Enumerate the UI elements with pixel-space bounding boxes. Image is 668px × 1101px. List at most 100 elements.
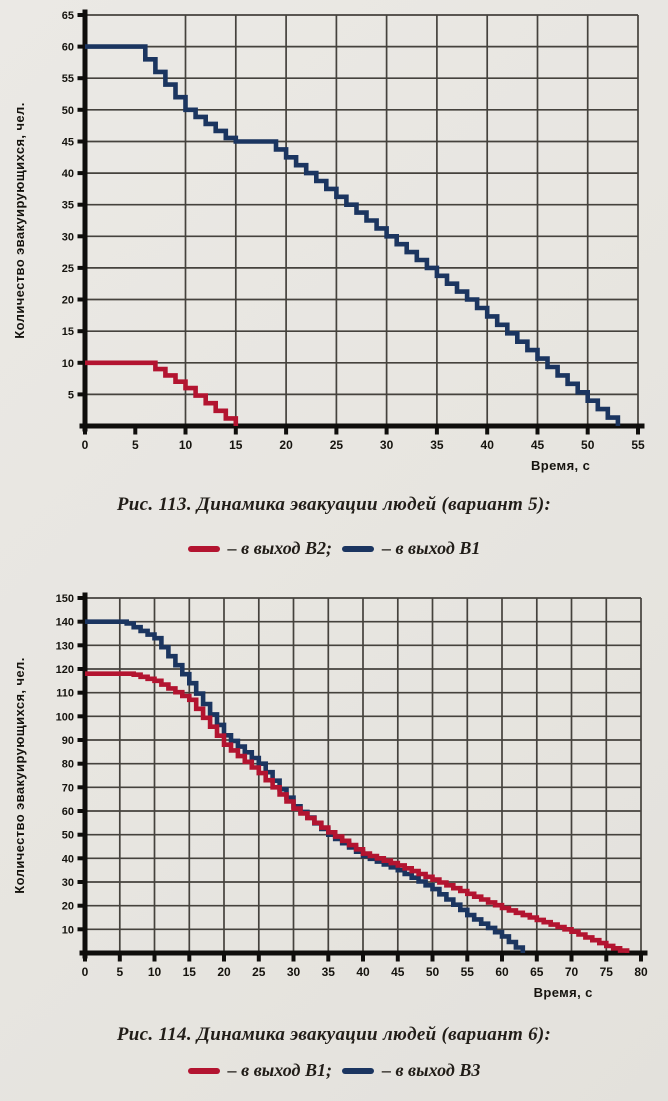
x-tick-label: 30 [287,965,301,979]
x-tick-label: 25 [330,438,344,452]
y-tickmark [77,297,85,302]
x-tick-label: 10 [179,438,193,452]
legend-item-exit-b2: – в выход В2; [187,538,332,559]
y-tickmark [77,809,85,813]
y-tickmark [77,13,85,17]
y-tick-label: 130 [56,640,74,652]
x-tick-label: 60 [495,965,509,979]
x-tick-label: 20 [217,965,231,979]
y-tickmark [77,927,85,932]
blue-dash-icon [342,545,374,552]
y-tick-label: 100 [56,711,74,723]
x-tick-label: 15 [183,965,197,979]
y-tick-label: 40 [62,168,74,180]
series-в-выход-В2 [85,360,239,426]
y-tickmark [77,714,85,719]
x-tickmark [187,955,192,962]
legend-label: – в выход В1; [227,1060,332,1080]
x-tickmark [569,955,574,962]
y-tickmark [77,234,85,239]
y-tickmark [77,171,85,176]
x-tickmark [430,955,435,962]
y-tickmark [77,360,85,365]
x-tick-label: 45 [531,438,545,452]
y-tick-label: 35 [62,200,74,212]
x-tick-label: 50 [426,965,440,979]
x-tick-label: 5 [132,438,139,452]
y-tick-label: 5 [68,389,74,401]
y-tick-label: 10 [62,358,74,370]
x-tick-label: 0 [82,965,89,979]
x-tick-label: 0 [82,438,89,452]
x-tick-label: 55 [461,965,475,979]
y-tickmark [77,785,85,790]
x-tick-label: 45 [391,965,405,979]
x-tickmark [291,955,296,962]
x-axis-title: Время, с [534,985,593,1000]
legend-item-exit-b1: – в выход В1; [187,1060,332,1081]
y-tickmark [77,596,85,600]
x-tickmark [636,428,640,435]
y-tickmark [77,392,85,397]
x-tick-label: 40 [481,438,495,452]
y-tick-label: 60 [62,806,74,818]
legend-label: – в выход В1 [382,538,481,558]
y-tickmark [77,832,85,837]
y-tickmark [77,903,85,908]
x-tick-label: 50 [581,438,595,452]
y-tick-label: 140 [56,617,74,629]
x-tickmark [585,428,590,435]
legend-item-exit-b3: – в выход В3 [342,1060,480,1081]
x-tickmark [604,955,609,962]
y-axis-title: Количество эвакуирующихся, чел. [12,102,27,338]
y-tickmark [77,667,85,671]
y-tick-label: 10 [62,924,74,936]
x-tickmark [222,955,226,962]
x-tick-label: 30 [380,438,394,452]
x-tick-label: 40 [356,965,370,979]
x-tickmark [133,428,138,435]
y-axis-title: Количество эвакуирующихся, чел. [12,657,27,893]
evacuation-chart-fig-114: 10 20 30 40 50 60 70 80 90 100 110 120 130 140 150 0 5 10… [12,592,648,1000]
x-tickmark [500,955,504,962]
x-tick-label: 80 [634,965,648,979]
x-tickmark [485,428,490,435]
x-tickmark [117,955,122,962]
y-tick-label: 65 [62,10,74,22]
x-tickmark [384,428,389,435]
x-tick-label: 25 [252,965,266,979]
y-tickmark [77,619,85,624]
x-tick-label: 55 [631,438,645,452]
x-tick-label: 20 [279,438,293,452]
y-tick-label: 45 [62,137,74,149]
red-dash-icon [187,1067,220,1074]
y-tickmark [77,738,85,742]
y-tick-label: 20 [62,295,74,307]
y-tick-label: 80 [62,759,74,771]
evacuation-chart-fig-113: 5 10 15 20 25 30 35 40 45 50 55 60 65 0 5 10 15 20 25 30 35 4… [12,9,645,473]
y-tickmark [77,643,85,648]
y-tickmark [77,690,85,695]
y-tick-label: 120 [56,664,74,676]
blue-dash-icon [342,1067,374,1074]
x-tickmark [183,428,188,435]
x-tick-label: 75 [600,965,614,979]
plot-area: 5 10 15 20 25 30 35 40 45 50 55 60 65 0 5 10 15 20 25 30 35 4… [12,9,645,473]
x-tick-label: 5 [116,965,123,979]
y-tickmark [77,880,85,884]
y-tickmark [77,329,85,334]
figure-114-caption: Рис. 114. Динамика эвакуации людей (вари… [116,1024,552,1045]
x-axis-title: Время, с [531,458,590,473]
plot-area: 10 20 30 40 50 60 70 80 90 100 110 120 130 140 150 0 5 10… [12,592,648,1000]
y-tick-label: 15 [62,326,74,338]
x-tick-label: 35 [430,438,444,452]
x-tick-label: 10 [148,965,162,979]
x-tickmark [535,428,540,435]
y-tickmark [77,761,85,766]
y-tick-label: 110 [56,688,74,700]
x-tickmark [284,428,289,435]
y-tick-label: 40 [62,853,74,865]
x-tickmark [152,955,157,962]
y-tick-label: 60 [62,42,74,54]
